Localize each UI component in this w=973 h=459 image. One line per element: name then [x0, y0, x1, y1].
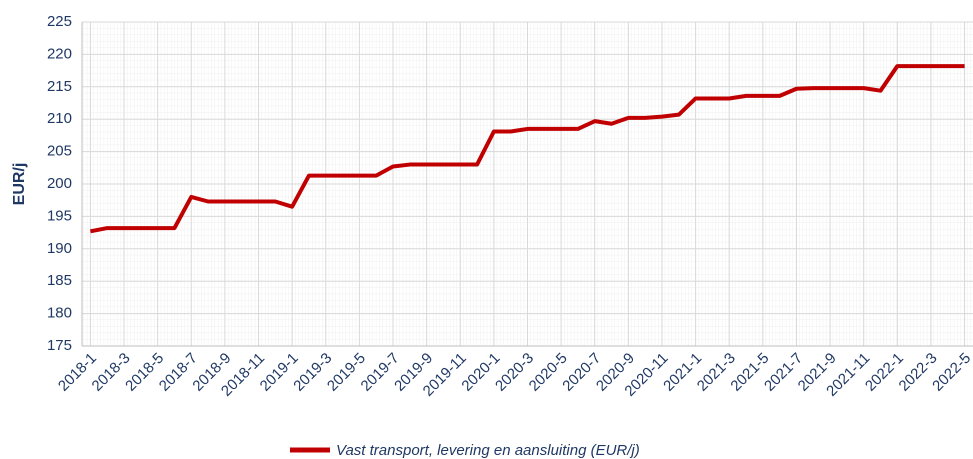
y-tick-label: 215 — [47, 78, 72, 95]
legend-label: Vast transport, levering en aansluiting … — [336, 442, 640, 459]
y-tick-label: 180 — [47, 305, 72, 322]
y-tick-label: 175 — [47, 337, 72, 354]
y-tick-label: 225 — [47, 13, 72, 30]
data-line — [90, 64, 965, 234]
y-tick-label: 210 — [47, 110, 72, 127]
y-tick-label: 200 — [47, 175, 72, 192]
y-tick-label: 220 — [47, 45, 72, 62]
y-tick-label: 185 — [47, 272, 72, 289]
y-tick-label: 195 — [47, 207, 72, 224]
y-tick-label: 190 — [47, 240, 72, 257]
x-tick-label: 2022-5 — [929, 350, 973, 395]
y-tick-label: 205 — [47, 143, 72, 160]
y-axis-label: EUR/j — [11, 163, 28, 206]
